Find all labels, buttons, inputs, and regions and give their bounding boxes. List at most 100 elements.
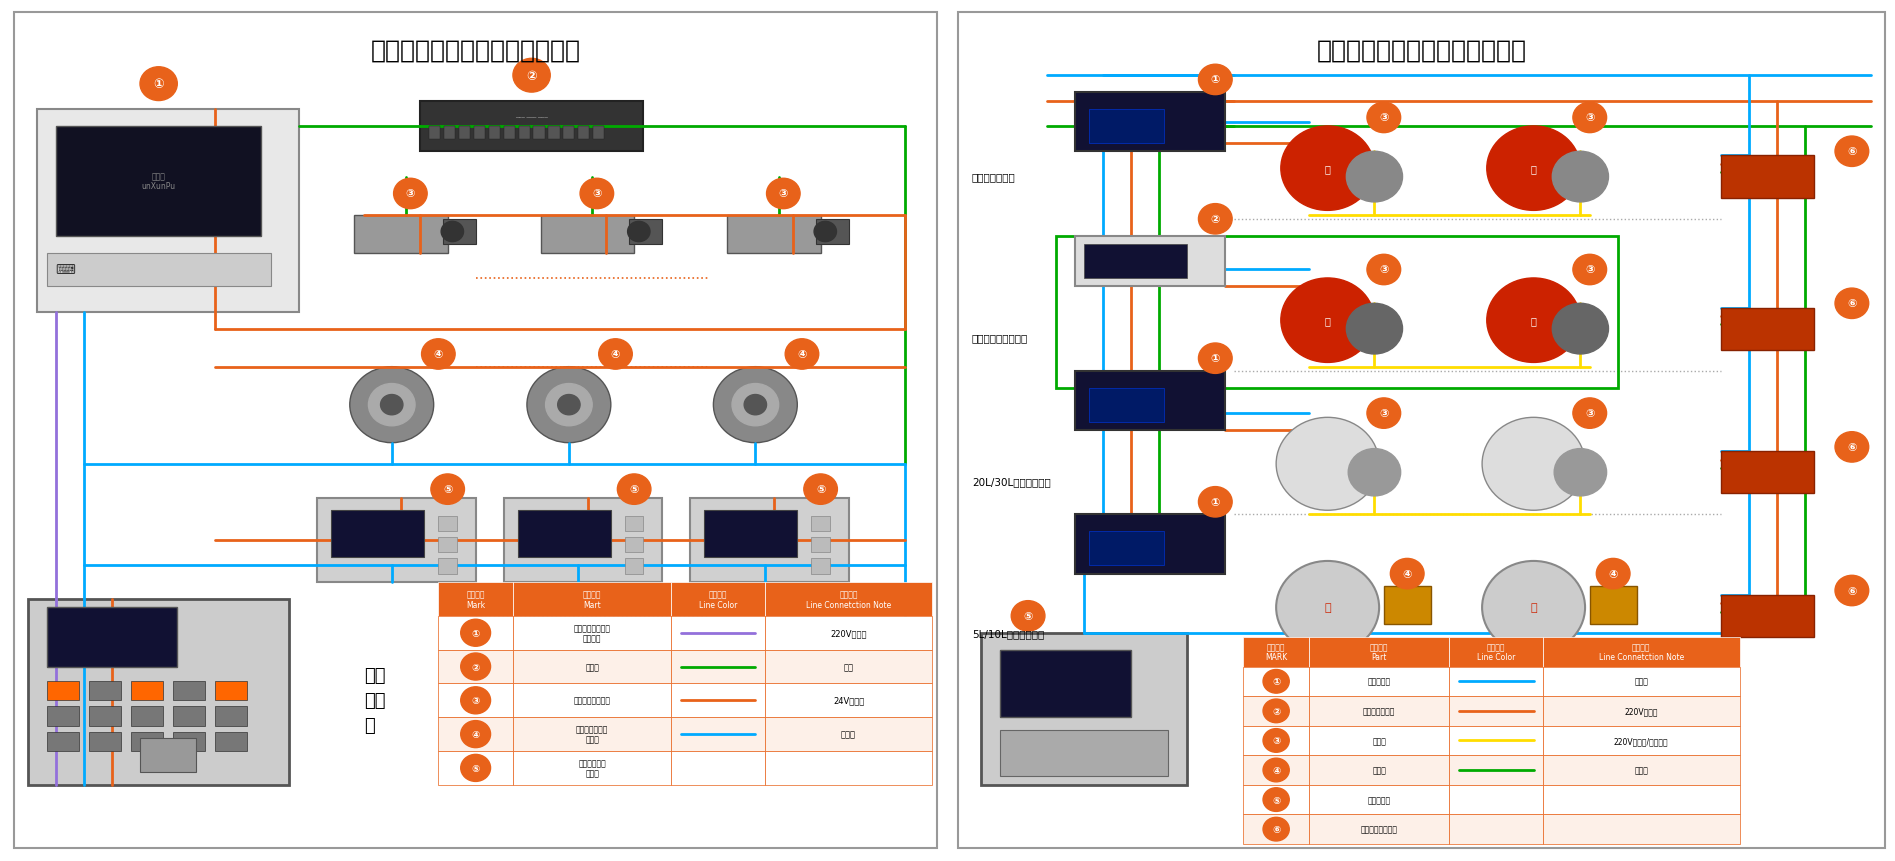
Circle shape bbox=[1198, 65, 1232, 96]
Text: 设备名称
Part: 设备名称 Part bbox=[1370, 642, 1389, 662]
FancyBboxPatch shape bbox=[578, 127, 589, 139]
FancyBboxPatch shape bbox=[1543, 637, 1740, 666]
Text: 设备名称
Mart: 设备名称 Mart bbox=[584, 590, 601, 609]
Circle shape bbox=[1391, 559, 1423, 589]
Text: ⑤: ⑤ bbox=[629, 485, 639, 494]
FancyBboxPatch shape bbox=[316, 498, 476, 582]
Text: ─── ─── ───: ─── ─── ─── bbox=[515, 115, 548, 121]
FancyBboxPatch shape bbox=[47, 681, 80, 701]
FancyBboxPatch shape bbox=[514, 751, 671, 785]
Text: 连线标注
Line Connetction Note: 连线标注 Line Connetction Note bbox=[805, 590, 891, 609]
Circle shape bbox=[430, 474, 464, 505]
Circle shape bbox=[557, 395, 580, 415]
FancyBboxPatch shape bbox=[172, 732, 205, 751]
Text: 军巡铺品牌智能报警系统布线图: 军巡铺品牌智能报警系统布线图 bbox=[371, 39, 580, 63]
Text: 防爆现场控制箱: 防爆现场控制箱 bbox=[1363, 707, 1395, 715]
FancyBboxPatch shape bbox=[766, 717, 932, 751]
FancyBboxPatch shape bbox=[1309, 637, 1450, 666]
FancyBboxPatch shape bbox=[982, 633, 1186, 785]
Circle shape bbox=[1366, 103, 1400, 133]
Text: ④: ④ bbox=[1609, 569, 1618, 579]
FancyBboxPatch shape bbox=[1543, 666, 1740, 697]
FancyBboxPatch shape bbox=[1721, 308, 1814, 350]
FancyBboxPatch shape bbox=[1721, 595, 1814, 637]
Circle shape bbox=[713, 367, 798, 443]
FancyBboxPatch shape bbox=[811, 559, 830, 574]
Circle shape bbox=[1482, 561, 1584, 654]
Text: 军巡铺品牌消防水炮系统布线图: 军巡铺品牌消防水炮系统布线图 bbox=[1317, 39, 1525, 63]
FancyBboxPatch shape bbox=[534, 127, 544, 139]
FancyBboxPatch shape bbox=[766, 616, 932, 650]
FancyBboxPatch shape bbox=[1074, 93, 1224, 152]
FancyBboxPatch shape bbox=[1243, 697, 1309, 726]
FancyBboxPatch shape bbox=[671, 582, 766, 616]
Circle shape bbox=[1264, 817, 1289, 841]
Circle shape bbox=[1552, 152, 1609, 202]
Text: ⑤: ⑤ bbox=[443, 485, 453, 494]
FancyBboxPatch shape bbox=[766, 751, 932, 785]
FancyBboxPatch shape bbox=[1383, 586, 1431, 624]
Text: ③: ③ bbox=[406, 189, 415, 199]
Text: 智能末端试水装置: 智能末端试水装置 bbox=[1361, 825, 1399, 833]
Circle shape bbox=[460, 620, 491, 647]
Text: ③: ③ bbox=[591, 189, 601, 199]
FancyBboxPatch shape bbox=[1309, 755, 1450, 785]
Text: 固定式消防水炮: 固定式消防水炮 bbox=[972, 172, 1016, 183]
Text: 联动控制台: 联动控制台 bbox=[1368, 796, 1391, 804]
Circle shape bbox=[731, 384, 779, 426]
Text: ③: ③ bbox=[1584, 409, 1594, 418]
FancyBboxPatch shape bbox=[214, 732, 246, 751]
Text: ⑤: ⑤ bbox=[1023, 611, 1033, 621]
Circle shape bbox=[1488, 127, 1580, 211]
FancyBboxPatch shape bbox=[1543, 785, 1740, 815]
FancyBboxPatch shape bbox=[1090, 532, 1164, 566]
Text: 220V电源线: 220V电源线 bbox=[1624, 707, 1658, 715]
Text: ①: ① bbox=[1211, 75, 1220, 85]
Circle shape bbox=[1012, 601, 1044, 631]
Circle shape bbox=[460, 721, 491, 747]
FancyBboxPatch shape bbox=[438, 717, 514, 751]
Text: 防爆型智能消防水炮: 防爆型智能消防水炮 bbox=[972, 332, 1029, 343]
FancyBboxPatch shape bbox=[1450, 815, 1543, 844]
Circle shape bbox=[1275, 561, 1380, 654]
FancyBboxPatch shape bbox=[1543, 815, 1740, 844]
Circle shape bbox=[745, 395, 767, 415]
FancyBboxPatch shape bbox=[438, 751, 514, 785]
Text: 图标标记
MARK: 图标标记 MARK bbox=[1266, 642, 1287, 662]
Text: ③: ③ bbox=[1380, 409, 1389, 418]
FancyBboxPatch shape bbox=[438, 684, 514, 717]
FancyBboxPatch shape bbox=[817, 220, 849, 245]
FancyBboxPatch shape bbox=[1243, 726, 1309, 755]
FancyBboxPatch shape bbox=[140, 739, 195, 772]
Text: ③: ③ bbox=[1272, 735, 1281, 746]
Circle shape bbox=[785, 339, 819, 369]
FancyBboxPatch shape bbox=[1074, 515, 1224, 574]
Text: 军巡铺
unXunPu: 军巡铺 unXunPu bbox=[142, 172, 176, 191]
FancyBboxPatch shape bbox=[354, 215, 447, 253]
FancyBboxPatch shape bbox=[89, 732, 121, 751]
FancyBboxPatch shape bbox=[47, 608, 178, 666]
FancyBboxPatch shape bbox=[1450, 785, 1543, 815]
FancyBboxPatch shape bbox=[47, 732, 80, 751]
Circle shape bbox=[460, 687, 491, 714]
Circle shape bbox=[527, 367, 610, 443]
FancyBboxPatch shape bbox=[1074, 237, 1224, 287]
Circle shape bbox=[599, 339, 633, 369]
Text: 信号线: 信号线 bbox=[841, 730, 857, 739]
FancyBboxPatch shape bbox=[1001, 650, 1131, 717]
FancyBboxPatch shape bbox=[57, 127, 262, 237]
FancyBboxPatch shape bbox=[214, 706, 246, 726]
FancyBboxPatch shape bbox=[1721, 451, 1814, 493]
Text: ⑤: ⑤ bbox=[1272, 795, 1281, 805]
FancyBboxPatch shape bbox=[514, 650, 671, 684]
FancyBboxPatch shape bbox=[728, 215, 821, 253]
FancyBboxPatch shape bbox=[514, 717, 671, 751]
Circle shape bbox=[1281, 279, 1374, 363]
FancyBboxPatch shape bbox=[131, 681, 163, 701]
FancyBboxPatch shape bbox=[438, 517, 457, 532]
Circle shape bbox=[767, 179, 800, 209]
Text: ④: ④ bbox=[1272, 765, 1281, 775]
FancyBboxPatch shape bbox=[766, 650, 932, 684]
Circle shape bbox=[803, 474, 838, 505]
FancyBboxPatch shape bbox=[671, 751, 766, 785]
